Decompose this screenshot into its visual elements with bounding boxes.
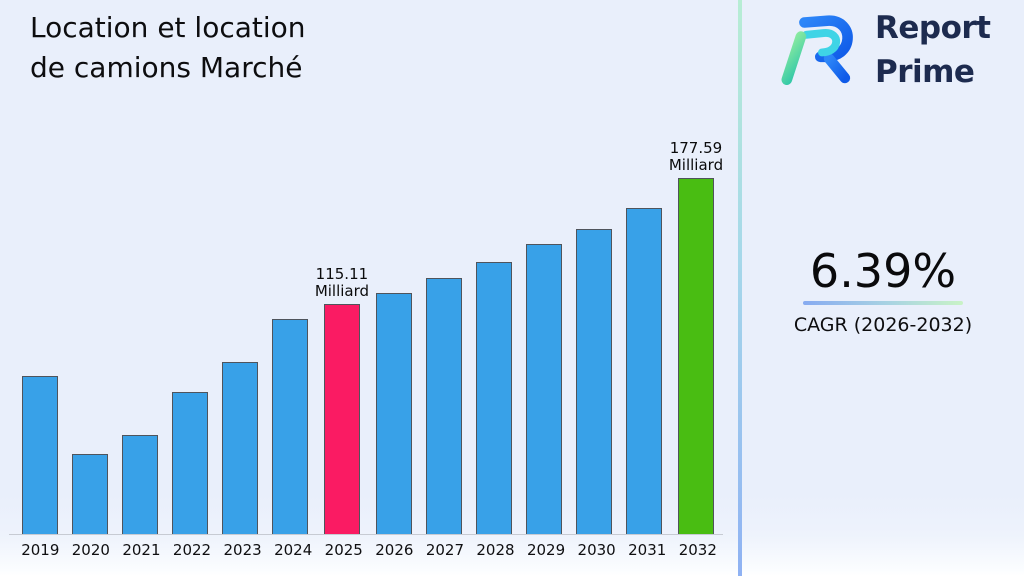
report-prime-logo-text: Report Prime [875, 6, 991, 94]
bar-columns: 115.11 Milliard 177.59 Milliard [15, 0, 723, 535]
cagr-underline [803, 301, 963, 305]
year-label-2021: 2021 [122, 541, 161, 559]
bar-value-label-2025: 115.11 Milliard [314, 265, 370, 300]
year-label-2028: 2028 [476, 541, 515, 559]
bar-2030 [575, 229, 612, 535]
bar-column-2023 [215, 362, 265, 535]
cagr-panel: 6.39% CAGR (2026-2032) [742, 246, 1024, 336]
logo-text-line2: Prime [875, 54, 975, 90]
bar-2025 [323, 304, 360, 535]
bar-2032 [677, 178, 714, 535]
bar-column-2031 [619, 208, 669, 535]
x-axis-baseline [9, 534, 723, 535]
bar-column-2026 [369, 293, 419, 535]
year-label-2023: 2023 [223, 541, 262, 559]
logo-text-line1: Report [875, 10, 991, 46]
page-title-line2: de camions Marché [30, 51, 303, 84]
page-title-line1: Location et location [30, 11, 306, 44]
bar-chart: 115.11 Milliard 177.59 Milliard 2019 2020 202… [9, 0, 723, 576]
cagr-value: 6.39% [809, 244, 957, 298]
bar-column-2029 [519, 244, 569, 535]
vertical-divider [738, 0, 742, 576]
bar-column-2025: 115.11 Milliard [315, 266, 369, 535]
report-prime-logo-icon [781, 15, 853, 85]
year-label-2024: 2024 [274, 541, 313, 559]
bar-2028 [475, 262, 512, 535]
bar-2021 [121, 435, 158, 535]
bar-column-2024 [265, 319, 315, 535]
bar-column-2022 [165, 392, 215, 535]
bar-2019 [21, 376, 58, 535]
year-label-2025: 2025 [324, 541, 363, 559]
bar-value-label-2032: 177.59 Milliard [668, 139, 724, 174]
bar-2020 [71, 454, 108, 535]
year-label-2026: 2026 [375, 541, 414, 559]
bar-2023 [221, 362, 258, 535]
year-label-2032: 2032 [678, 541, 717, 559]
cagr-label: CAGR (2026-2032) [793, 314, 973, 336]
bar-column-2032: 177.59 Milliard [669, 140, 723, 535]
page-title: Location et location de camions Marché [30, 8, 306, 88]
year-label-2029: 2029 [526, 541, 566, 559]
year-label-2022: 2022 [172, 541, 212, 559]
year-labels: 2019 2020 2021 2022 2023 2024 2025 2026 2027 2028… [15, 535, 723, 576]
bar-column-2020 [65, 454, 115, 535]
bar-2022 [171, 392, 208, 535]
bar-column-2021 [115, 435, 165, 535]
bar-column-2028 [469, 262, 519, 535]
year-label-2020: 2020 [71, 541, 110, 559]
bar-2026 [376, 293, 413, 535]
bar-2024 [271, 319, 308, 535]
bar-2029 [525, 244, 562, 535]
year-label-2030: 2030 [577, 541, 616, 559]
bar-2027 [426, 278, 462, 535]
bar-2031 [625, 208, 662, 535]
bar-column-2019 [15, 376, 65, 535]
year-label-2019: 2019 [21, 541, 60, 559]
bar-column-2030 [569, 229, 619, 535]
bar-column-2027 [419, 278, 469, 535]
report-prime-logo: Report Prime [778, 10, 991, 94]
year-label-2031: 2031 [628, 541, 667, 559]
year-label-2027: 2027 [425, 541, 464, 559]
